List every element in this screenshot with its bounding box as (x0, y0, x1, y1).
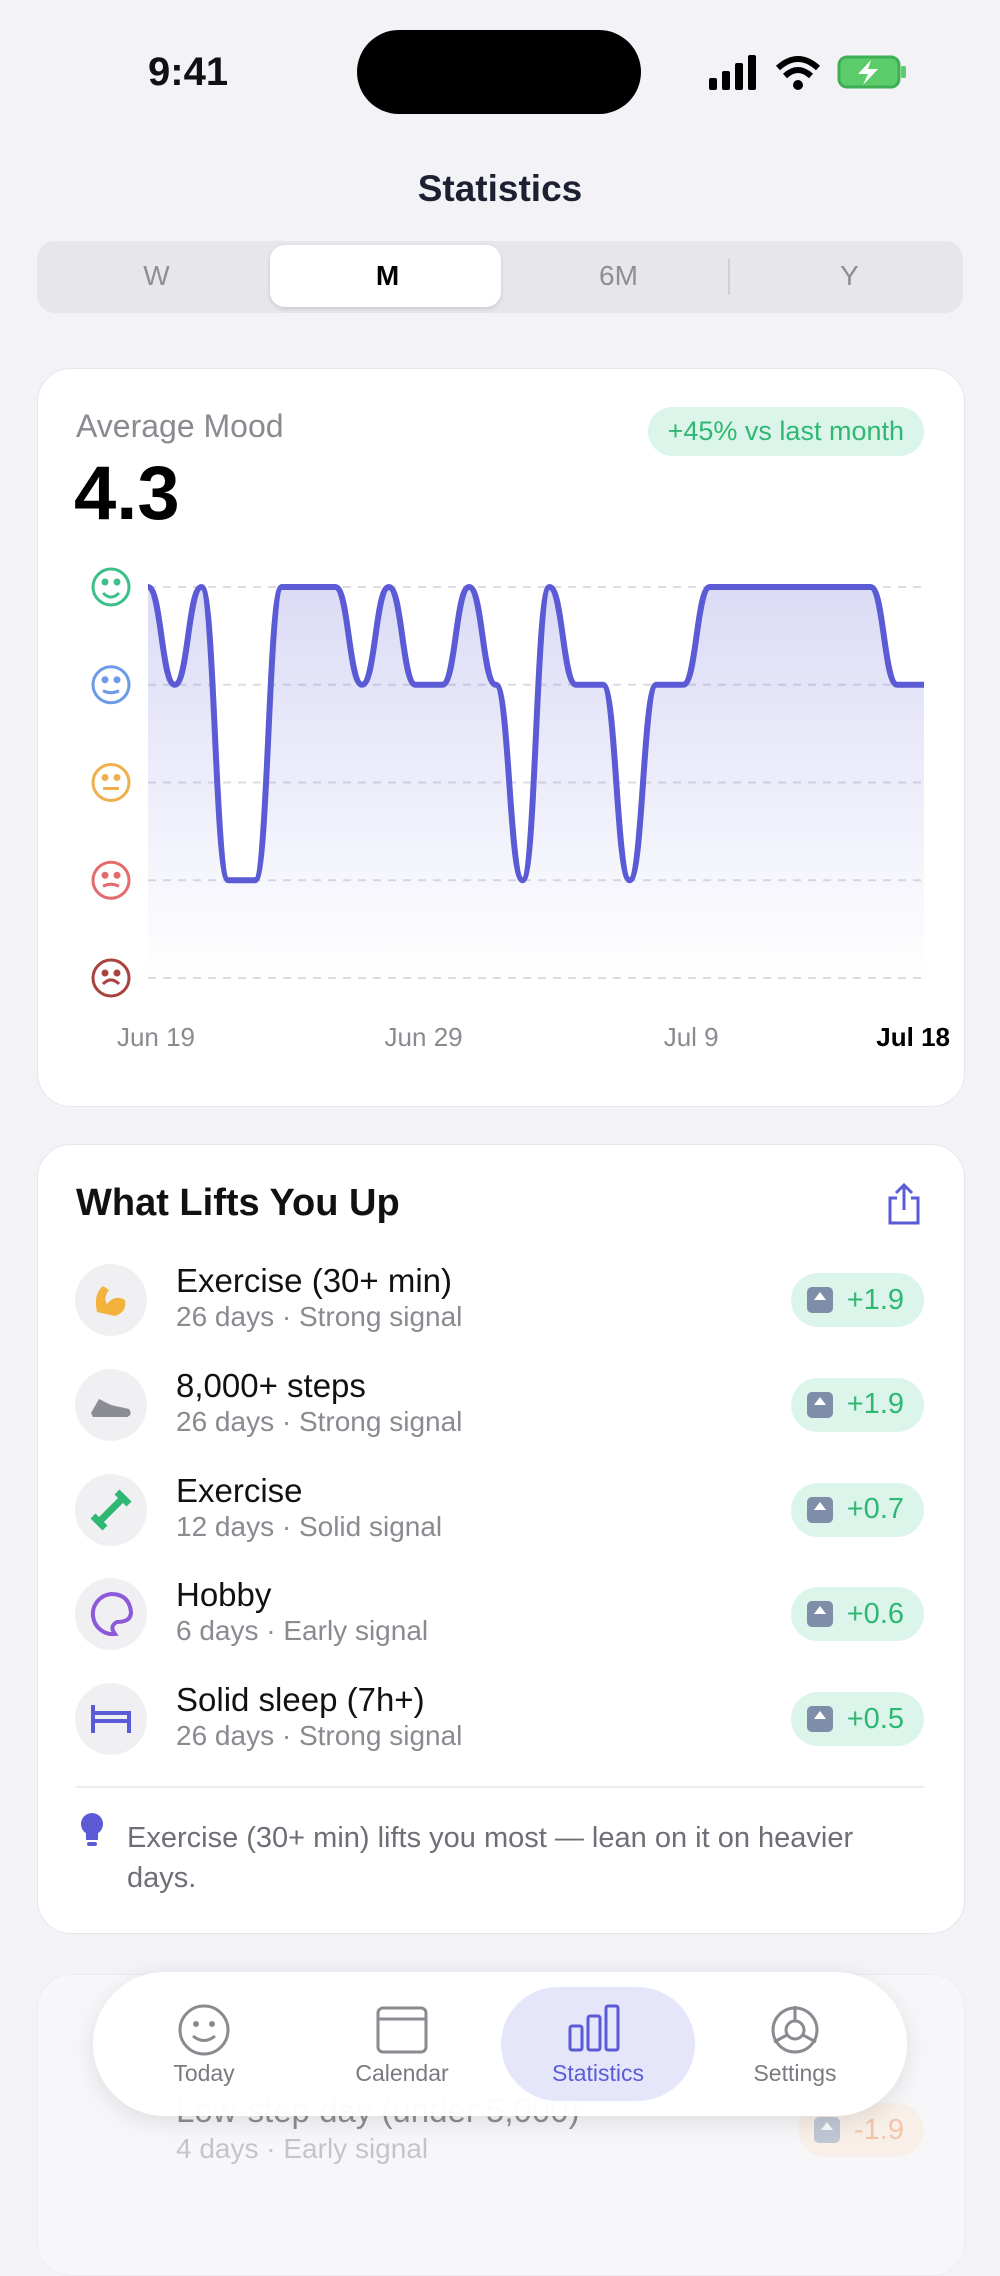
delta: +0.5 (846, 1702, 904, 1735)
face-eye (101, 676, 109, 684)
segment[interactable]: 6M (599, 260, 638, 291)
face-mouth (102, 689, 120, 695)
up-arrow (806, 1601, 833, 1628)
row-title: Solid sleep (7h+) (176, 1681, 425, 1718)
delta-pill: +0.7 (790, 1482, 924, 1537)
row-subtitle: 26 days · Strong signal (176, 1301, 463, 1332)
delta-pill: +0.5 (790, 1692, 924, 1746)
icon (90, 1489, 132, 1530)
icon (95, 1286, 126, 1316)
x-tick-label: Jul 18 (876, 1022, 950, 1052)
face-eye (101, 578, 109, 586)
row-title: 8,000+ steps (176, 1366, 366, 1404)
lifts-title: What Lifts You Up (76, 1182, 400, 1224)
delta-pill: +1.9 (790, 1273, 924, 1327)
segment-selected (270, 245, 501, 307)
share-icon[interactable] (886, 1182, 922, 1226)
row-title: Hobby (176, 1576, 272, 1614)
face-eye (113, 676, 121, 684)
face-eye (113, 774, 121, 781)
face-outline (91, 567, 131, 607)
row-subtitle: 26 days · Strong signal (176, 1720, 463, 1751)
up-arrow (806, 1391, 833, 1418)
row-icon (75, 1473, 147, 1546)
mood-badge: +45% vs last month (647, 407, 924, 456)
row-subtitle: 6 days · Early signal (176, 1615, 429, 1647)
status-icons (709, 55, 906, 90)
tab-label[interactable]: Statistics (551, 2060, 645, 2086)
screen: 9:41 Statistics W M 6M Y Average Mood 4.3 +… (37, 30, 965, 2276)
face-eye (113, 871, 121, 879)
tab-icons (178, 2004, 819, 2056)
tab-bar (93, 1972, 907, 2116)
row-icon (75, 1368, 147, 1441)
tab-label[interactable]: Settings (753, 2060, 837, 2086)
icon (91, 1398, 131, 1417)
tab-selected (501, 1987, 695, 2101)
row-icon (75, 1264, 147, 1336)
icon (90, 1592, 134, 1637)
dynamic-island (357, 30, 641, 114)
page-title: Statistics (417, 168, 583, 209)
row-subtitle: 4 days · Early signal (176, 2133, 429, 2164)
face-eye (113, 578, 121, 586)
up-arrow (806, 1287, 833, 1313)
face-outline (91, 665, 131, 705)
delta: +0.7 (846, 1493, 904, 1525)
row-subtitle: 26 days · Strong signal (176, 1405, 463, 1437)
mood-face (91, 860, 131, 900)
x-tick-label: Jun 29 (385, 1022, 463, 1052)
x-tick-label: Jul 9 (664, 1022, 719, 1052)
row-title: Exercise (30+ min) (176, 1262, 453, 1299)
divider (76, 1786, 924, 1788)
face-eye (101, 871, 109, 879)
tip: Exercise (30+ min) lifts you most — lean… (127, 1822, 854, 1894)
face-mouth (101, 591, 121, 599)
up-arrow (806, 1706, 833, 1732)
tab-label[interactable]: Today (173, 2060, 235, 2086)
row-title: Exercise (176, 1471, 303, 1509)
delta-pill: -1.9 (798, 2103, 924, 2157)
segment[interactable]: M (375, 260, 400, 291)
segment[interactable]: Y (840, 260, 859, 291)
delta: +1.9 (846, 1388, 904, 1421)
face-outline (91, 860, 131, 900)
delta-pill: +0.6 (790, 1587, 924, 1642)
time: 9:41 (148, 50, 229, 94)
face-mouth (101, 978, 121, 986)
delta: +1.9 (846, 1283, 904, 1316)
face-outline (91, 958, 131, 998)
delta: -1.9 (854, 2113, 904, 2146)
row-icon (75, 1578, 147, 1651)
mood-line (146, 584, 924, 884)
mood-chart: Jun 19 Jun 29 Jul 9 Jul 18 (91, 567, 950, 1052)
face-eye (113, 969, 121, 977)
segment[interactable]: W (143, 260, 170, 291)
icon (91, 1705, 131, 1733)
face-eye (101, 774, 109, 781)
down-arrow (814, 2117, 841, 2143)
row-subtitle: 12 days · Solid signal (176, 1510, 443, 1542)
segmented-control: W M 6M Y (37, 241, 963, 313)
x-tick-label: Jun 19 (117, 1022, 195, 1052)
mood-face (91, 763, 131, 802)
row-icon (75, 1683, 147, 1755)
up-arrow (806, 1496, 833, 1523)
face-eye (101, 969, 109, 977)
tab-label[interactable]: Calendar (355, 2060, 449, 2086)
mood-face (91, 958, 131, 998)
mood-value: 4.3 (74, 451, 180, 536)
mood-label: Average Mood (76, 408, 284, 444)
face-outline (91, 763, 131, 802)
mood-face (91, 567, 131, 607)
segment-divider (728, 259, 730, 295)
delta: +0.6 (846, 1597, 904, 1630)
mood-face (91, 665, 131, 705)
face-mouth (102, 882, 120, 888)
bulb-icon (81, 1813, 103, 1846)
delta-pill: +1.9 (790, 1377, 924, 1432)
